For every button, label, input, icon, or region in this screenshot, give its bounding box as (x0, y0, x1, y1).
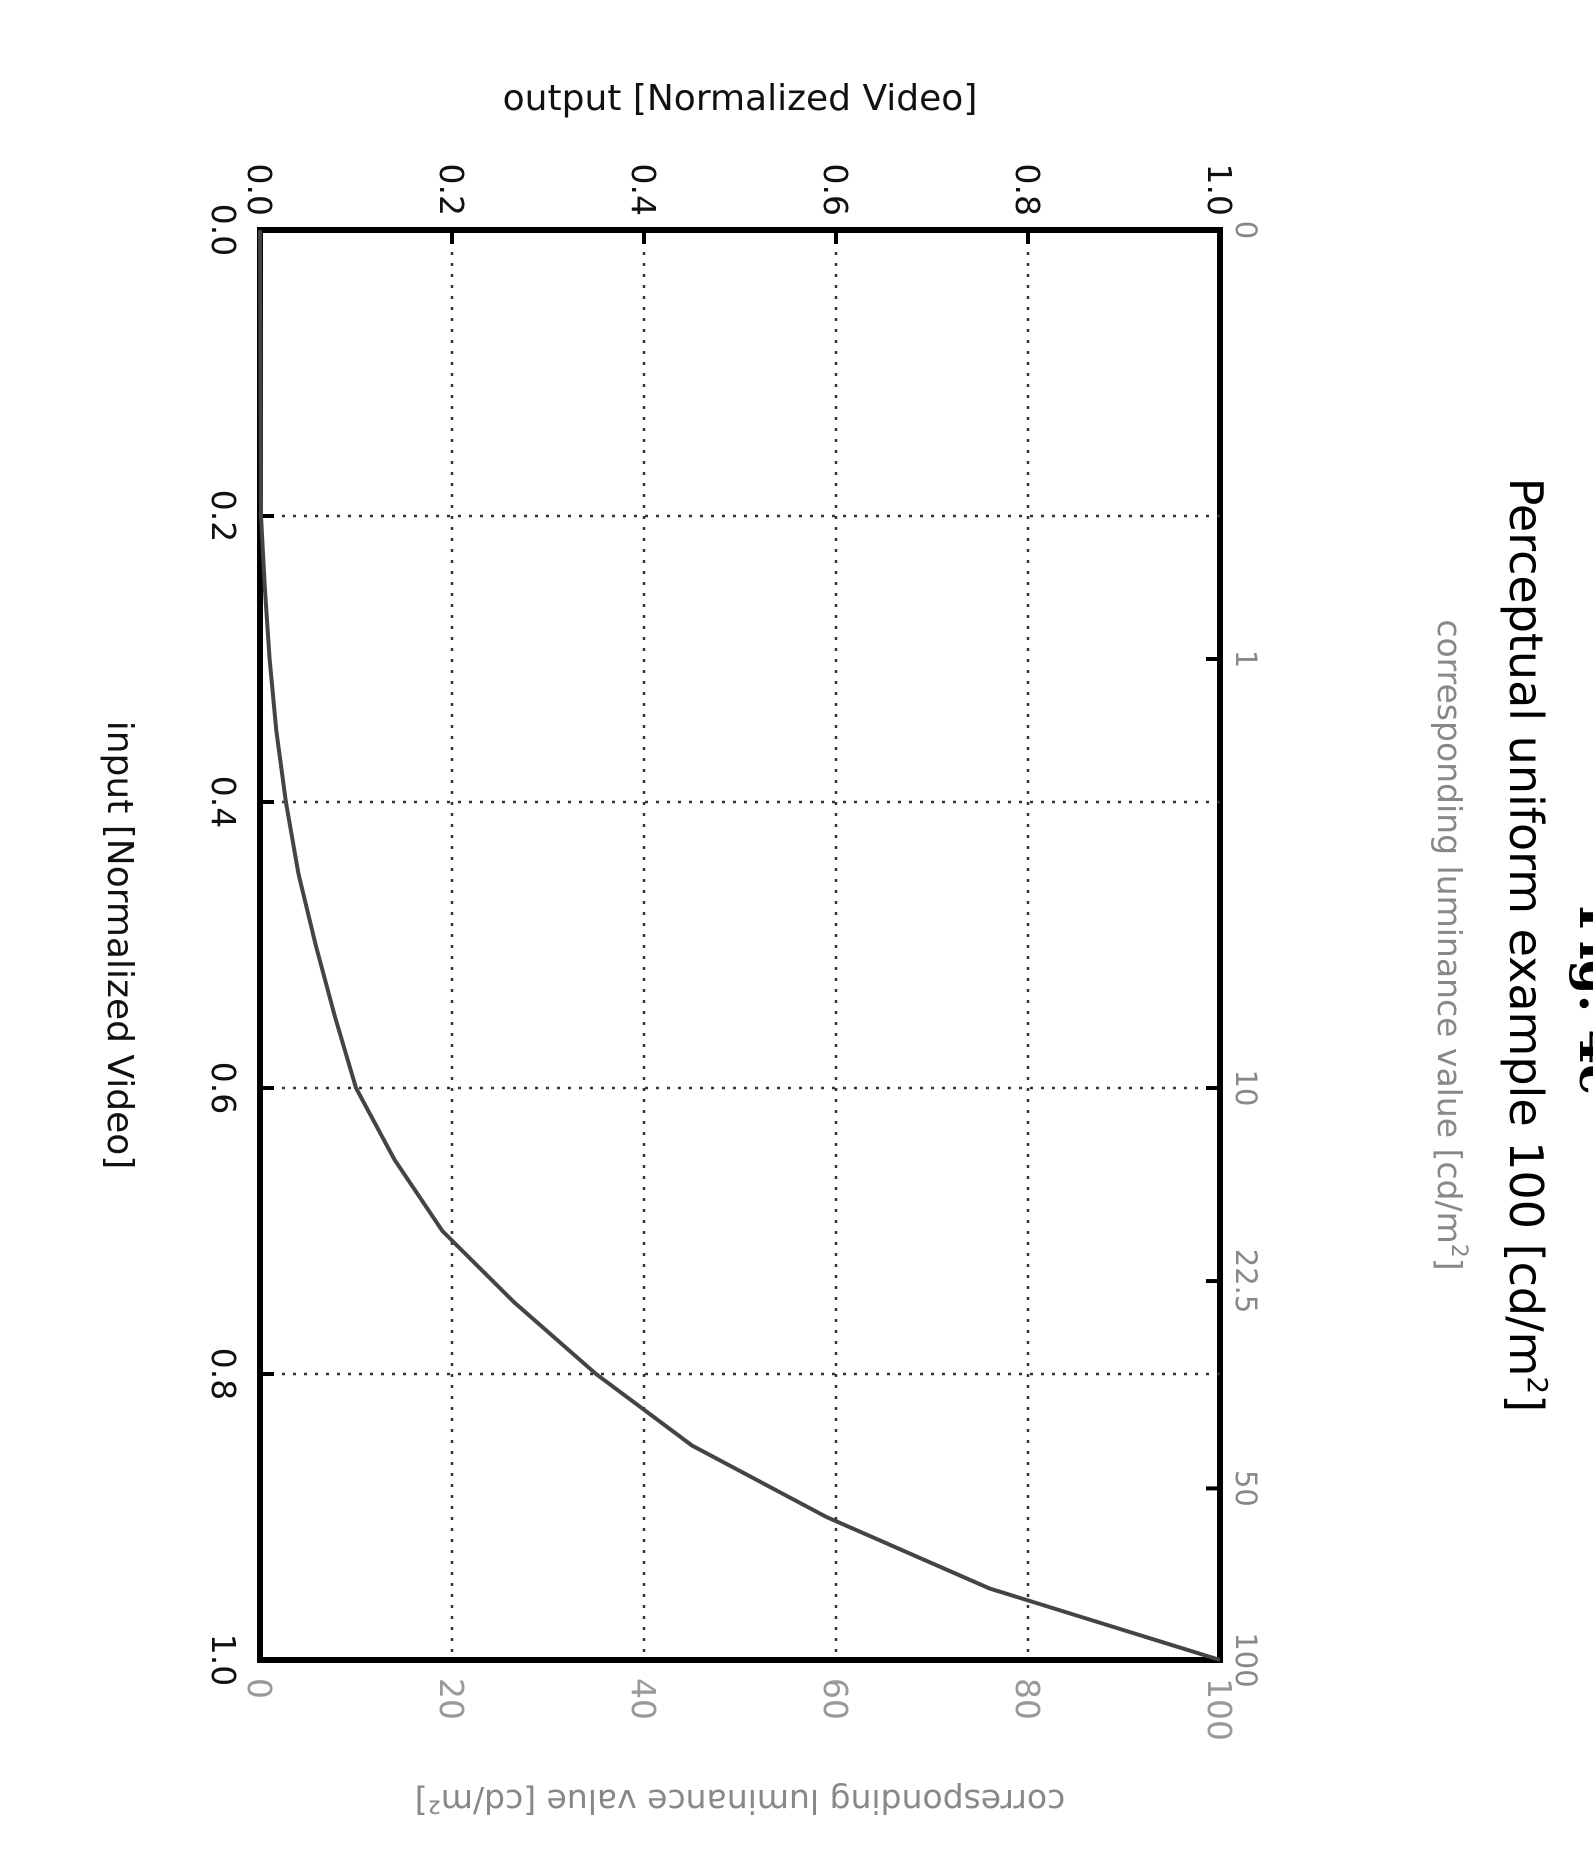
x2-tick-label: 50 (1229, 1470, 1263, 1507)
x-tick-label: 0.8 (204, 1348, 243, 1400)
x-tick-label: 0.0 (204, 204, 243, 256)
y-tick-label: 0.6 (816, 164, 855, 216)
y-axis-label: output [Normalized Video] (503, 78, 978, 119)
x2-tick-label: 100 (1229, 1632, 1263, 1687)
chart-title-main: Perceptual uniform example 100 [cd/m (1499, 478, 1553, 1377)
y-tick-label: 0.4 (624, 164, 663, 216)
grid-lines (260, 230, 1220, 1660)
plot-frame (257, 227, 1223, 1663)
x-axis-label: input [Normalized Video] (99, 721, 140, 1170)
x2-axis-label-end: ] (1430, 1258, 1469, 1271)
y2-tick-label: 80 (1008, 1678, 1047, 1720)
x2-tick-label: 0 (1229, 221, 1263, 239)
chart-title-end: ] (1499, 1394, 1553, 1412)
y-tick-label: 0.2 (432, 164, 471, 216)
axes: 0.00.20.40.60.81.00.0 0.2 0.4 0.6 0.8 1.00110… (204, 164, 1263, 1741)
y2-tick-label: 20 (432, 1678, 471, 1720)
y-tick-label: 1.0 (1200, 164, 1239, 216)
x-tick-label: 0.2 (204, 490, 243, 542)
x-tick-label: 0.4 (204, 776, 243, 828)
y2-tick-label: 0 (240, 1678, 279, 1699)
x2-axis-label: corresponding luminance value [cd/m2] (1430, 619, 1471, 1270)
chart-title: Perceptual uniform example 100 [cd/m2] (1499, 478, 1554, 1412)
x-tick-label: 1.0 (204, 1634, 243, 1686)
y2-axis-label: corresponding luminance value [cd/m²] (415, 1782, 1066, 1821)
x2-tick-label: 10 (1229, 1070, 1263, 1107)
x-tick-label: 0.6 (204, 1062, 243, 1114)
y-tick-label: 0.8 (1008, 164, 1047, 216)
rotated-chart: 0.00.20.40.60.81.00.0 0.2 0.4 0.6 0.8 1.00110… (99, 78, 1554, 1821)
chart-title-sup: 2 (1521, 1376, 1554, 1394)
series-line (258, 229, 1221, 1662)
x2-tick-label: 22.5 (1229, 1249, 1263, 1314)
x2-tick-label: 1 (1229, 650, 1263, 668)
y-tick-label: 0.0 (240, 164, 279, 216)
y2-tick-label: 40 (624, 1678, 663, 1720)
x2-axis-label-sup: 2 (1446, 1244, 1471, 1258)
y2-tick-label: 100 (1200, 1678, 1239, 1741)
y2-tick-label: 60 (816, 1678, 855, 1720)
x2-axis-label-main: corresponding luminance value [cd/m (1430, 619, 1469, 1243)
figure-label: Fig. 4c (1568, 905, 1593, 1095)
plot-area: 0.00.20.40.60.81.00.0 0.2 0.4 0.6 0.8 1.00110… (204, 164, 1263, 1741)
